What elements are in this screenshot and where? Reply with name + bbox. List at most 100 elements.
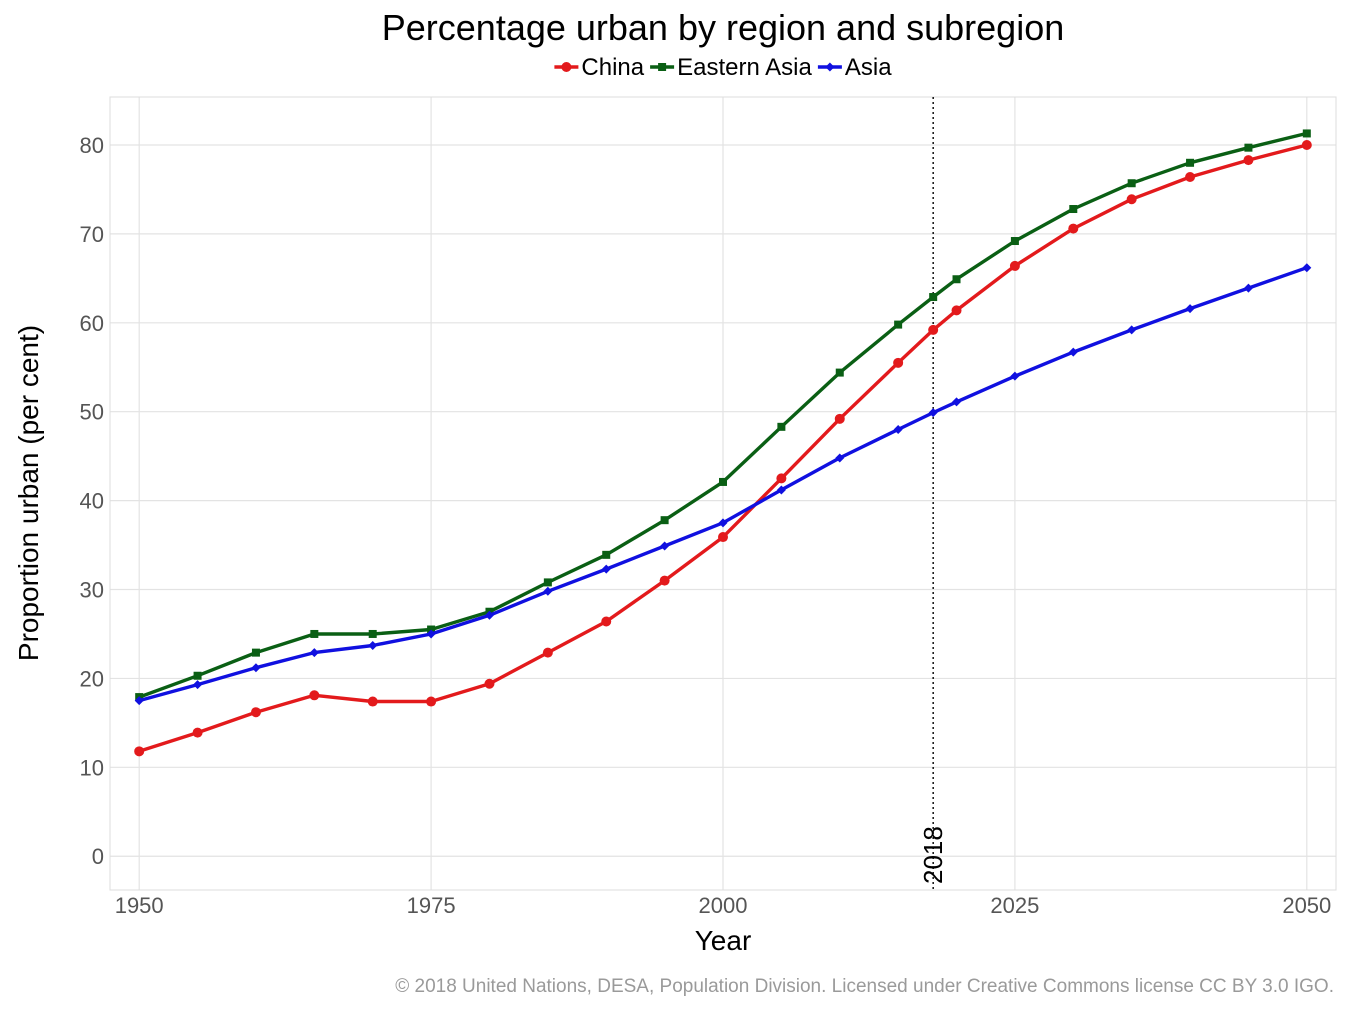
data-point-eastern-asia bbox=[1069, 205, 1078, 214]
data-point-china bbox=[250, 707, 261, 718]
data-point-eastern-asia bbox=[1244, 143, 1253, 152]
y-tick-label: 80 bbox=[80, 133, 104, 158]
data-point-asia bbox=[484, 610, 494, 620]
data-point-china bbox=[928, 324, 939, 335]
data-point-eastern-asia bbox=[719, 477, 727, 486]
y-tick-label: 30 bbox=[80, 578, 104, 603]
data-point-asia bbox=[952, 397, 962, 407]
x-axis-ticks: 1950 1975 2000 2025 2050 bbox=[115, 893, 1332, 918]
data-point-china bbox=[309, 690, 320, 701]
data-point-asia bbox=[309, 648, 319, 658]
data-point-eastern-asia bbox=[929, 293, 938, 302]
data-point-china bbox=[1301, 140, 1312, 151]
data-point-china bbox=[659, 575, 670, 586]
data-point-asia bbox=[134, 696, 144, 706]
y-tick-label: 10 bbox=[80, 755, 104, 780]
data-point-eastern-asia bbox=[1010, 237, 1019, 246]
series-line-eastern-asia bbox=[138, 131, 1308, 699]
data-point-eastern-asia bbox=[310, 629, 319, 638]
y-tick-label: 70 bbox=[80, 222, 104, 247]
data-point-eastern-asia bbox=[193, 671, 202, 680]
data-point-eastern-asia bbox=[952, 275, 961, 284]
reference-line-label: 2018 bbox=[918, 826, 948, 884]
data-point-eastern-asia bbox=[1302, 129, 1311, 138]
data-point-asia bbox=[928, 408, 938, 418]
data-point-china bbox=[1243, 155, 1254, 166]
x-axis-title: Year bbox=[695, 925, 752, 956]
data-point-china bbox=[1126, 194, 1137, 205]
data-point-eastern-asia bbox=[894, 320, 903, 329]
legend-item-asia: Asia bbox=[817, 54, 892, 81]
y-tick-label: 50 bbox=[80, 400, 104, 425]
data-point-asia bbox=[193, 680, 203, 690]
data-point-asia bbox=[601, 564, 611, 574]
data-point-eastern-asia bbox=[1186, 158, 1195, 167]
data-point-china bbox=[1009, 260, 1020, 271]
x-tick-label: 1950 bbox=[115, 893, 164, 918]
y-tick-label: 0 bbox=[92, 844, 104, 869]
data-point-china bbox=[426, 696, 437, 707]
series-line-asia bbox=[138, 266, 1308, 703]
data-point-eastern-asia bbox=[1127, 179, 1136, 188]
data-point-asia bbox=[368, 641, 378, 651]
data-point-eastern-asia bbox=[835, 368, 844, 377]
data-point-eastern-asia bbox=[251, 648, 260, 657]
data-point-asia bbox=[1068, 347, 1078, 357]
data-point-eastern-asia bbox=[368, 629, 377, 638]
data-point-china bbox=[1068, 223, 1079, 234]
legend-item-china: China bbox=[554, 54, 645, 81]
data-point-china bbox=[1185, 172, 1196, 183]
y-axis-title: Proportion urban (per cent) bbox=[13, 325, 44, 661]
data-point-eastern-asia bbox=[777, 422, 786, 431]
data-point-eastern-asia bbox=[660, 516, 669, 525]
x-tick-label: 2050 bbox=[1282, 893, 1331, 918]
chart-title: Percentage urban by region and subregion bbox=[382, 7, 1065, 48]
data-point-asia bbox=[251, 663, 261, 673]
legend: China Eastern Asia Asia bbox=[554, 54, 892, 81]
data-point-china bbox=[834, 413, 845, 424]
y-axis-ticks: 0 10 20 30 40 50 60 70 80 bbox=[80, 133, 104, 869]
data-point-china bbox=[951, 305, 962, 316]
legend-label: Eastern Asia bbox=[677, 54, 812, 81]
legend-key-marker bbox=[658, 63, 667, 71]
data-point-asia bbox=[1302, 263, 1312, 273]
data-point-asia bbox=[543, 586, 553, 596]
x-tick-label: 2000 bbox=[699, 893, 748, 918]
data-point-china bbox=[542, 647, 553, 658]
x-gridlines bbox=[138, 97, 1308, 890]
data-point-asia bbox=[893, 424, 903, 434]
data-point-china bbox=[776, 473, 787, 484]
legend-key-marker bbox=[825, 62, 835, 72]
data-point-eastern-asia bbox=[543, 578, 552, 587]
data-point-asia bbox=[426, 629, 436, 639]
reference-line-group: 2018 bbox=[918, 97, 948, 890]
data-point-china bbox=[192, 727, 203, 738]
x-tick-label: 1975 bbox=[407, 893, 456, 918]
data-point-china bbox=[893, 357, 904, 368]
legend-key-marker bbox=[561, 62, 572, 72]
data-point-asia bbox=[718, 518, 728, 528]
x-tick-label: 2025 bbox=[990, 893, 1039, 918]
legend-item-eastern-asia: Eastern Asia bbox=[650, 54, 812, 81]
y-tick-label: 40 bbox=[80, 489, 104, 514]
data-point-asia bbox=[776, 485, 786, 495]
data-point-asia bbox=[1185, 304, 1195, 314]
data-point-china bbox=[718, 532, 728, 543]
data-point-china bbox=[484, 678, 495, 689]
series-asia bbox=[134, 263, 1312, 706]
data-point-eastern-asia bbox=[602, 550, 611, 559]
data-point-asia bbox=[1010, 371, 1020, 381]
data-point-asia bbox=[1127, 325, 1137, 335]
data-point-china bbox=[601, 616, 612, 627]
legend-label: China bbox=[581, 54, 644, 81]
plot-panel bbox=[109, 96, 1337, 891]
data-point-china bbox=[134, 746, 145, 757]
series-group bbox=[134, 129, 1312, 757]
legend-label: Asia bbox=[845, 54, 892, 81]
copyright-caption: © 2018 United Nations, DESA, Population … bbox=[395, 976, 1334, 997]
data-point-asia bbox=[835, 453, 845, 463]
y-tick-label: 20 bbox=[80, 666, 104, 691]
data-point-china bbox=[367, 696, 378, 707]
data-point-asia bbox=[1243, 283, 1253, 293]
data-point-asia bbox=[660, 541, 670, 551]
